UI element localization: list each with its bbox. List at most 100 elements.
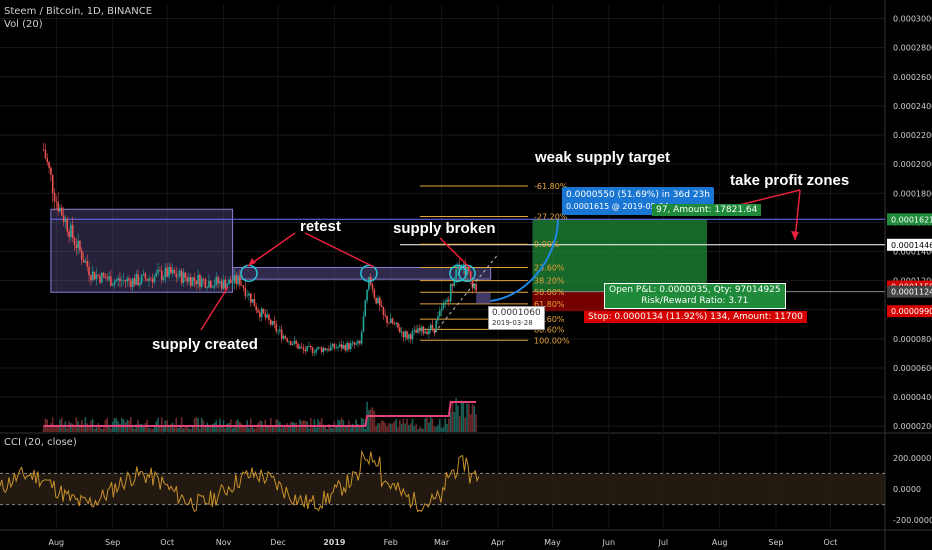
candle-body bbox=[448, 299, 450, 302]
candle-body bbox=[168, 267, 170, 277]
volume-bar bbox=[97, 423, 99, 432]
candle-body bbox=[139, 282, 141, 286]
candle-body bbox=[377, 297, 379, 304]
candle-body bbox=[117, 278, 119, 281]
candle-body bbox=[249, 293, 252, 303]
volume-bar bbox=[426, 417, 428, 432]
candle-body bbox=[453, 278, 456, 287]
volume-bar bbox=[308, 428, 310, 432]
volume-bar bbox=[311, 427, 314, 432]
volume-bar bbox=[429, 417, 432, 432]
candle-body bbox=[402, 331, 405, 338]
candle-body bbox=[188, 277, 190, 282]
candle-body bbox=[197, 275, 199, 285]
candle-body bbox=[182, 272, 185, 284]
volume-bar bbox=[280, 427, 283, 432]
volume-bar bbox=[170, 424, 172, 432]
candle-body bbox=[93, 271, 96, 280]
candle-body bbox=[164, 267, 167, 278]
pnl-value: Open P&L: 0.0000035, Qty: 97014925 bbox=[609, 285, 781, 295]
arrowhead bbox=[791, 231, 799, 240]
volume-bar bbox=[175, 417, 178, 432]
candle-body bbox=[150, 278, 152, 280]
volume-bar bbox=[206, 422, 208, 432]
volume-bar bbox=[213, 422, 216, 432]
volume-bar bbox=[168, 424, 170, 432]
volume-bar bbox=[408, 424, 410, 432]
volume-bar bbox=[326, 428, 328, 432]
volume-bar bbox=[66, 427, 69, 432]
candle-body bbox=[153, 275, 156, 283]
volume-bar bbox=[159, 426, 161, 432]
candle-body bbox=[140, 275, 143, 283]
candle-body bbox=[306, 346, 308, 352]
measure-target: 0.0001615 @ 2019-05-04 bbox=[566, 202, 669, 211]
volume-bar bbox=[135, 424, 138, 432]
candle-body bbox=[110, 276, 112, 286]
volume-bar bbox=[359, 426, 361, 432]
candle-body bbox=[466, 267, 468, 275]
candle-body bbox=[373, 289, 376, 298]
volume-moving-average bbox=[43, 401, 477, 427]
volume-bar bbox=[406, 418, 408, 432]
volume-bar bbox=[460, 400, 463, 432]
candle-body bbox=[264, 313, 267, 318]
volume-bar bbox=[344, 424, 347, 432]
candle-body bbox=[349, 343, 352, 350]
candle-body bbox=[126, 278, 129, 282]
candle-body bbox=[106, 278, 109, 280]
candle-body bbox=[257, 310, 259, 313]
candle-body bbox=[319, 347, 321, 348]
volume-bar bbox=[226, 423, 228, 432]
volume-bar bbox=[353, 425, 356, 432]
candle-body bbox=[366, 289, 368, 301]
fib-box bbox=[476, 292, 491, 304]
candle-body bbox=[199, 275, 201, 287]
candle-body bbox=[260, 308, 263, 318]
time-tick-label: Jun bbox=[602, 538, 616, 547]
volume-bar bbox=[449, 412, 452, 432]
candle-body bbox=[120, 280, 123, 282]
candle-body bbox=[317, 347, 319, 350]
volume-bar bbox=[119, 424, 121, 432]
annotation-supply-created: supply created bbox=[152, 336, 258, 353]
volume-bar bbox=[284, 427, 287, 432]
volume-bar bbox=[220, 426, 223, 432]
candle-body bbox=[300, 346, 303, 348]
candle-body bbox=[235, 275, 238, 285]
volume-bar bbox=[331, 428, 334, 432]
candle-body bbox=[379, 297, 381, 306]
volume-bar bbox=[95, 427, 98, 432]
volume-bar bbox=[217, 425, 219, 432]
volume-bar bbox=[248, 427, 250, 432]
volume-bar bbox=[273, 426, 276, 432]
volume-bar bbox=[42, 426, 45, 432]
volume-bar bbox=[424, 418, 427, 432]
volume-bar bbox=[448, 418, 450, 432]
candle-body bbox=[442, 304, 445, 309]
volume-bar bbox=[228, 423, 230, 432]
cci-line bbox=[0, 449, 480, 513]
volume-bar bbox=[328, 424, 330, 432]
candle-body bbox=[371, 284, 374, 290]
candle-body bbox=[184, 272, 187, 279]
candle-body bbox=[420, 326, 423, 332]
time-tick-label: Aug bbox=[49, 538, 65, 547]
candle-body bbox=[320, 347, 323, 353]
volume-bar bbox=[140, 423, 143, 432]
candle-body bbox=[435, 320, 437, 332]
volume-bar bbox=[462, 402, 465, 432]
candle-body bbox=[206, 287, 208, 288]
volume-bar bbox=[53, 426, 56, 432]
candle-body bbox=[289, 341, 292, 345]
volume-bar bbox=[469, 414, 472, 432]
candle-body bbox=[62, 215, 65, 222]
candle-body bbox=[115, 280, 118, 282]
candle-body bbox=[291, 343, 294, 345]
volume-bar bbox=[211, 424, 214, 432]
volume-bar bbox=[455, 398, 457, 432]
volume-bar bbox=[315, 427, 318, 432]
annotation-arrow bbox=[200, 286, 229, 331]
candle-body bbox=[215, 277, 218, 285]
